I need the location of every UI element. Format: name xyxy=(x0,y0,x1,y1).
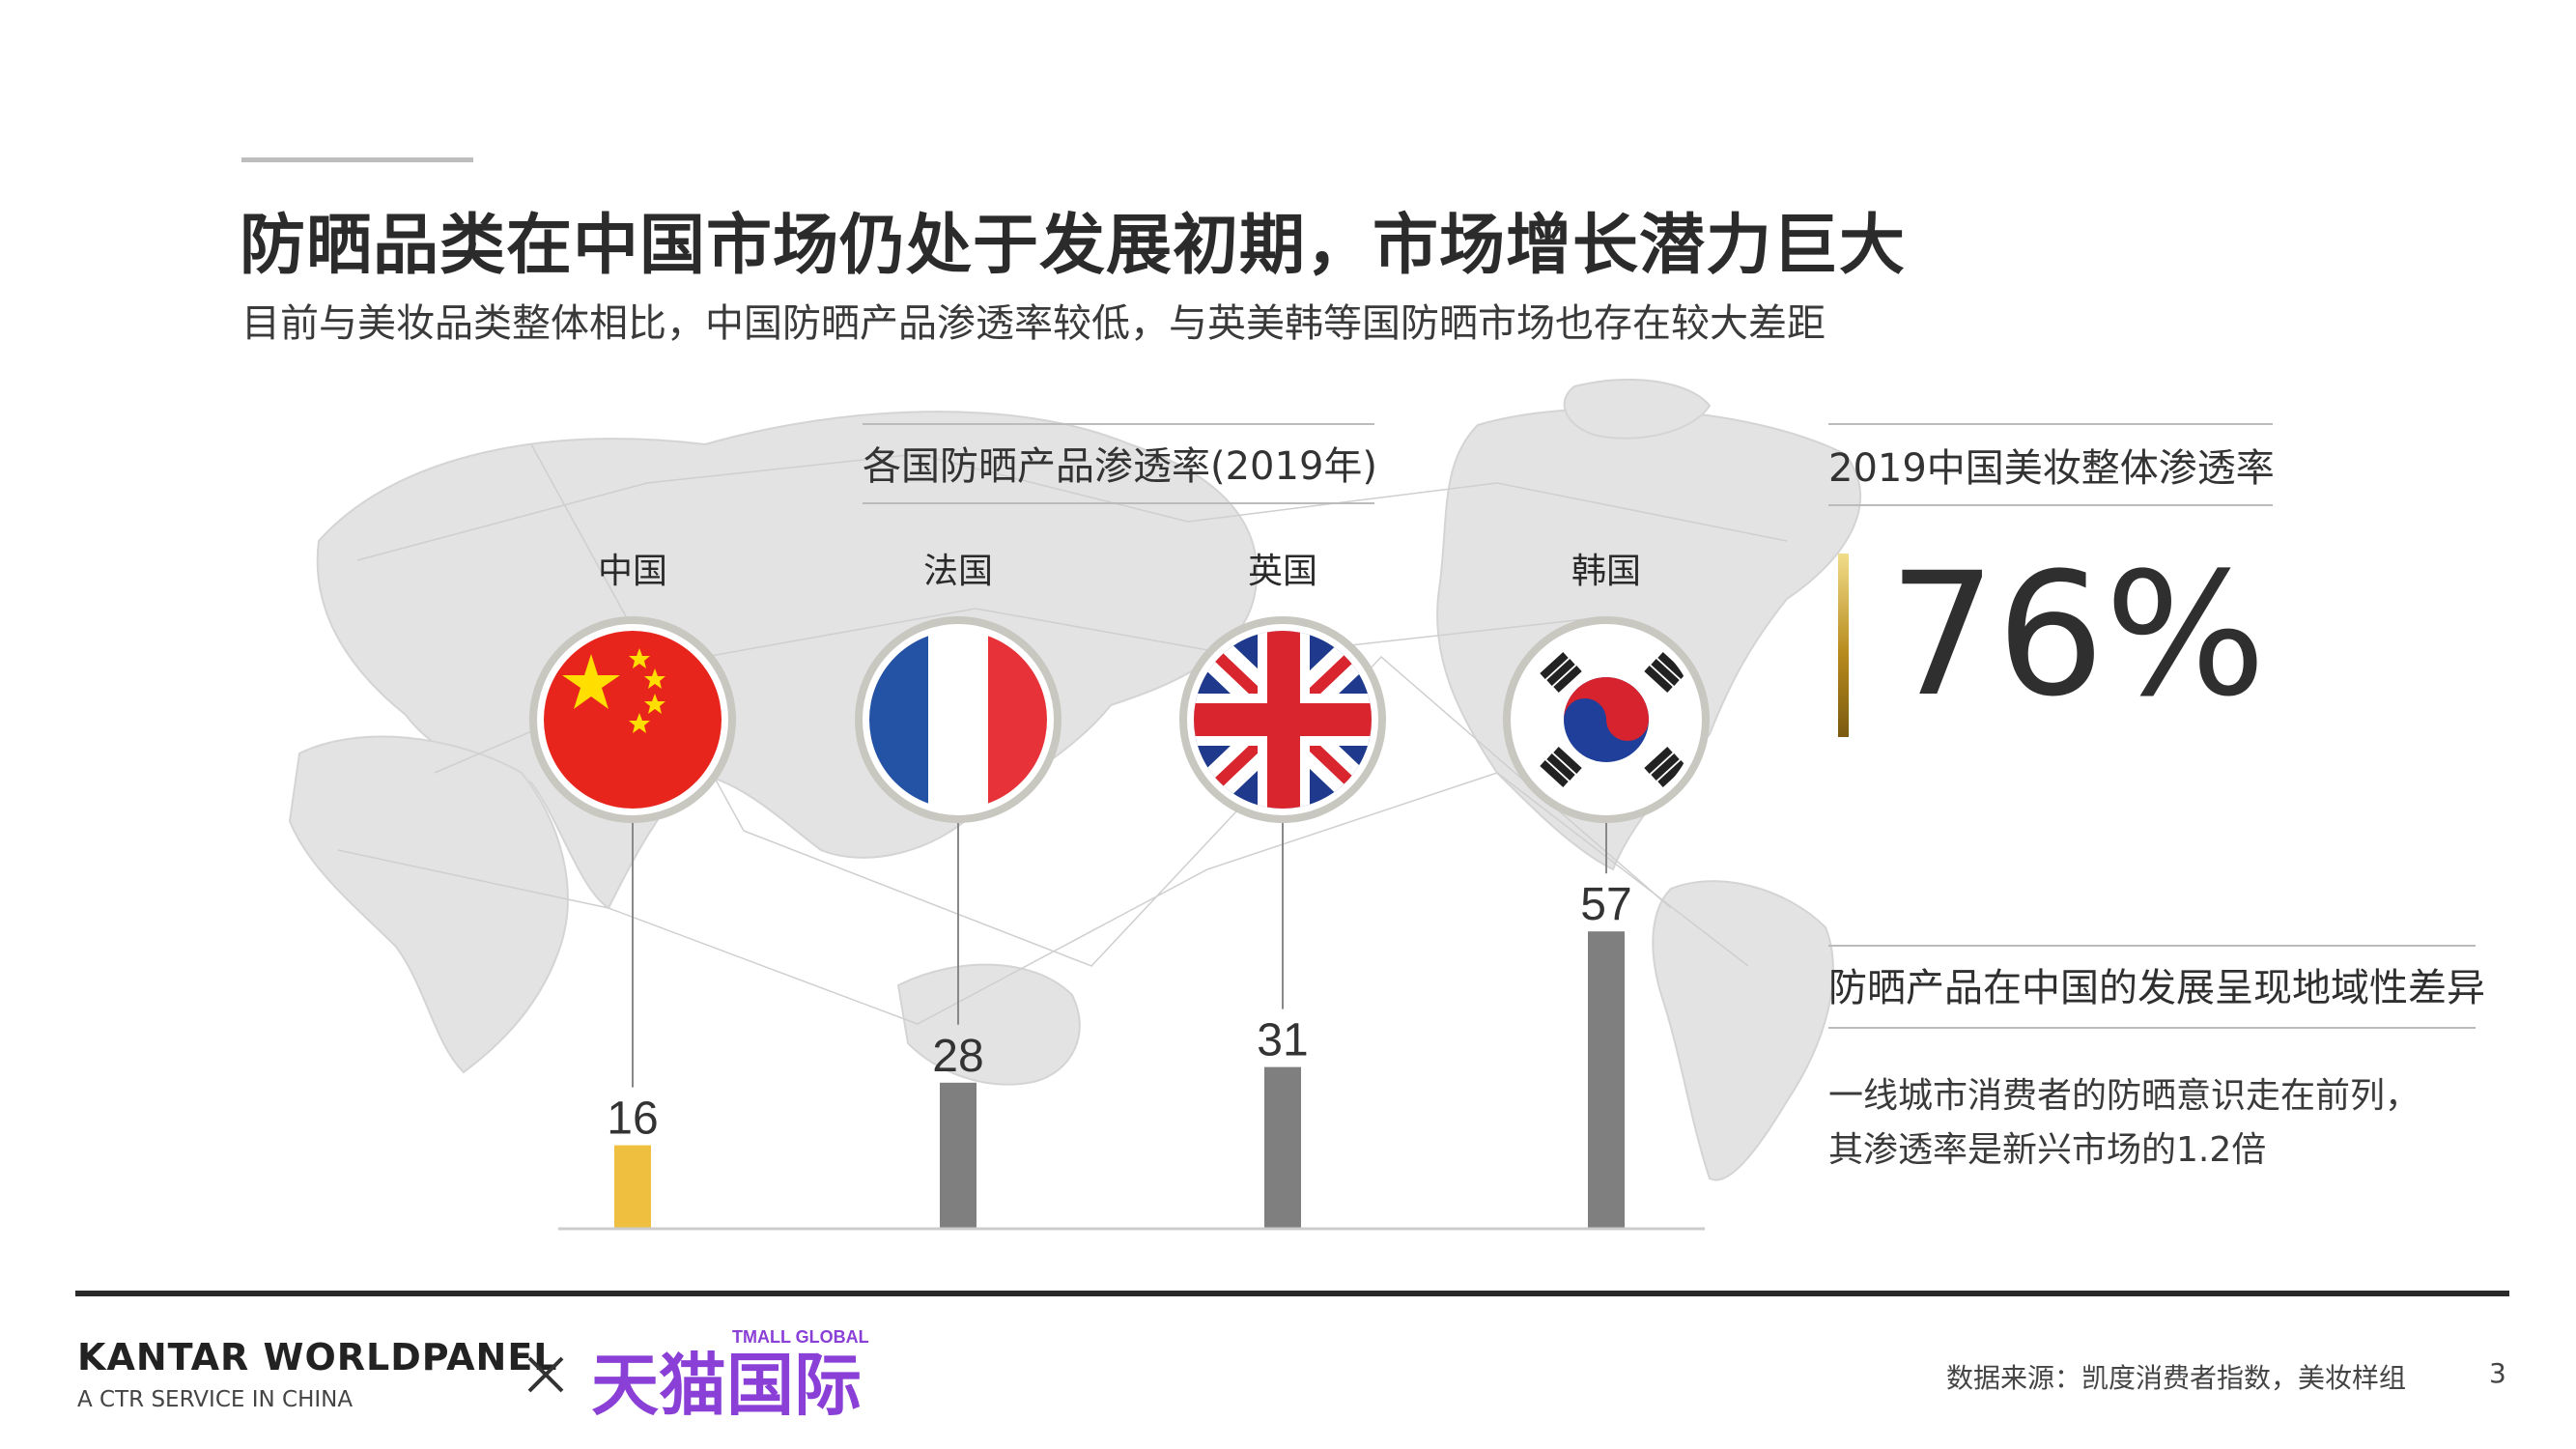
bar xyxy=(614,1145,651,1229)
flag-stems xyxy=(632,819,1607,1088)
title-rule xyxy=(241,157,473,162)
bar xyxy=(940,1082,977,1229)
france-flag-icon xyxy=(855,616,1062,823)
page-number: 3 xyxy=(2489,1357,2506,1389)
kantar-tagline: A CTR SERVICE IN CHINA xyxy=(77,1387,354,1412)
bar-value-label: 31 xyxy=(1257,1015,1308,1066)
chart-title-rule-bottom xyxy=(863,502,1374,504)
insight-body: 一线城市消费者的防晒意识走在前列， 其渗透率是新兴市场的1.2倍 xyxy=(1828,1069,2420,1178)
slide-title: 防晒品类在中国市场仍处于发展初期，市场增长潜力巨大 xyxy=(240,208,1907,284)
bar-value-label: 28 xyxy=(932,1031,983,1082)
insight-rule-top xyxy=(1828,945,2476,947)
insight-line-2: 其渗透率是新兴市场的1.2倍 xyxy=(1828,1130,2267,1170)
uk-flag-icon xyxy=(1179,616,1386,823)
bars-group: 16 中国 28 法国 31 英国 57 韩国 xyxy=(598,552,1641,1229)
footer-rule xyxy=(75,1291,2509,1296)
bar xyxy=(1264,1066,1301,1229)
china-flag-icon xyxy=(529,616,736,823)
svg-text:TMALL GLOBAL: TMALL GLOBAL xyxy=(732,1327,869,1347)
kpi-label: 2019中国美妆整体渗透率 xyxy=(1828,446,2275,491)
bar xyxy=(1588,931,1625,1229)
category-label: 韩国 xyxy=(1571,552,1641,591)
slide-subtitle: 目前与美妆品类整体相比，中国防晒产品渗透率较低，与英美韩等国防晒市场也存在较大差… xyxy=(241,301,1826,346)
bar-value-label: 16 xyxy=(607,1094,658,1145)
tmall-global-logo: TMALL GLOBAL 天猫国际 xyxy=(591,1327,869,1418)
category-label: 英国 xyxy=(1248,552,1317,591)
cross-icon xyxy=(527,1356,564,1393)
kpi-value: 76% xyxy=(1888,536,2267,734)
korea-flag-icon xyxy=(1503,616,1710,823)
insight-title: 防晒产品在中国的发展呈现地域性差异 xyxy=(1828,966,2485,1010)
insight-rule-bottom xyxy=(1828,1027,2476,1029)
source-note: 数据来源：凯度消费者指数，美妆样组 xyxy=(1946,1362,2407,1394)
chart-title-rule-top xyxy=(863,423,1374,425)
category-label: 中国 xyxy=(598,552,667,591)
kantar-logo: KANTAR WORLDPANEL xyxy=(77,1336,558,1378)
svg-text:天猫国际: 天猫国际 xyxy=(591,1346,862,1418)
chart-title: 各国防晒产品渗透率(2019年) xyxy=(863,444,1378,489)
kpi-rule-bottom xyxy=(1828,504,2273,506)
kpi-rule-top xyxy=(1828,423,2273,425)
bar-value-label: 57 xyxy=(1580,879,1631,930)
insight-line-1: 一线城市消费者的防晒意识走在前列， xyxy=(1828,1076,2420,1116)
kpi-accent-bar xyxy=(1838,554,1849,737)
category-label: 法国 xyxy=(923,552,993,591)
